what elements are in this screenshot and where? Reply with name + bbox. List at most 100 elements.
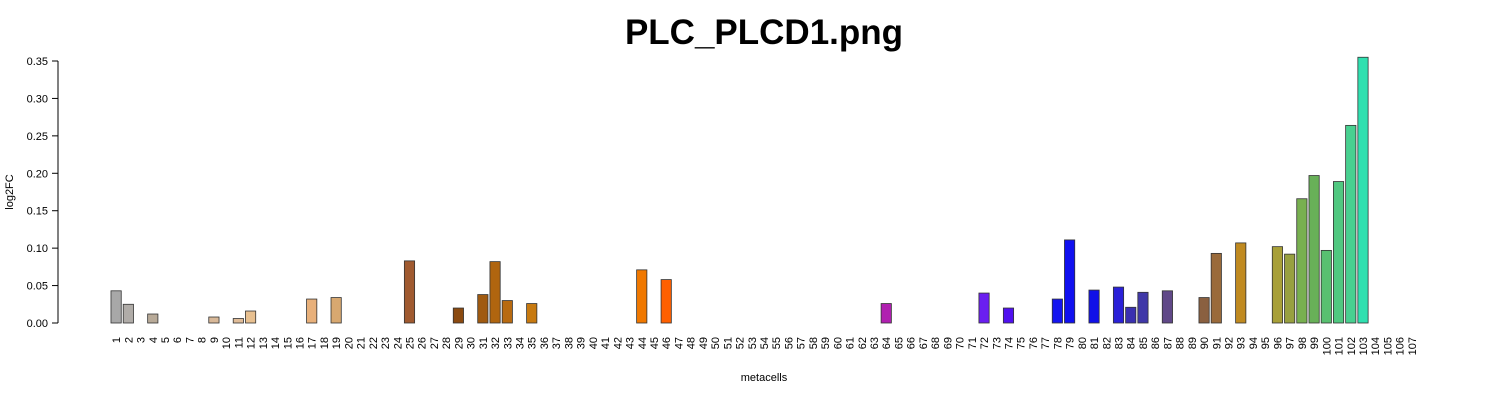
x-tick-label: 62	[857, 337, 869, 349]
bar	[1051, 298, 1063, 324]
x-tick-label: 14	[270, 337, 282, 349]
bar	[1137, 291, 1149, 324]
bar	[501, 300, 513, 324]
bar	[1284, 253, 1296, 324]
x-tick-label: 31	[478, 337, 490, 349]
bar	[636, 269, 648, 324]
bar	[526, 303, 538, 324]
y-tick-label: 0.25	[27, 131, 48, 143]
y-tick-label: 0.15	[27, 206, 48, 218]
x-tick-label: 76	[1028, 337, 1040, 349]
y-tick-label: 0.00	[27, 318, 48, 330]
x-tick-label: 36	[539, 337, 551, 349]
x-tick-label: 10	[221, 337, 233, 349]
x-tick-label: 27	[429, 337, 441, 349]
x-tick-label: 73	[991, 337, 1003, 349]
x-tick-label: 107	[1407, 337, 1419, 355]
x-tick-label: 53	[747, 337, 759, 349]
x-tick-label: 11	[233, 337, 245, 348]
bar	[330, 297, 342, 324]
x-tick-label: 90	[1199, 337, 1211, 349]
x-tick-label: 68	[930, 337, 942, 349]
y-tick-label: 0.10	[27, 243, 48, 255]
x-tick-label: 86	[1150, 337, 1162, 349]
x-tick-label: 80	[1077, 337, 1089, 349]
x-tick-label: 2	[123, 337, 135, 343]
bar	[1320, 249, 1332, 324]
x-tick-label: 72	[979, 337, 991, 349]
x-tick-label: 98	[1297, 337, 1309, 349]
x-tick-label: 103	[1358, 337, 1370, 355]
x-tick-label: 92	[1224, 337, 1236, 349]
x-tick-label: 70	[955, 337, 967, 349]
x-tick-label: 54	[759, 337, 771, 349]
x-tick-label: 3	[136, 337, 148, 343]
x-tick-label: 43	[625, 337, 637, 349]
bar	[1296, 198, 1308, 324]
x-tick-label: 40	[588, 337, 600, 349]
x-tick-label: 44	[637, 337, 649, 349]
x-tick-label: 64	[881, 337, 893, 349]
x-tick-label: 42	[612, 337, 624, 349]
bar	[147, 313, 159, 324]
bar	[1064, 239, 1076, 324]
x-tick-label: 28	[441, 337, 453, 349]
x-tick-label: 33	[502, 337, 514, 349]
x-tick-label: 52	[735, 337, 747, 349]
x-tick-label: 5	[160, 337, 172, 343]
x-tick-label: 59	[820, 337, 832, 349]
y-tick-label: 0.05	[27, 281, 48, 293]
x-tick-label: 51	[722, 337, 734, 349]
x-tick-label: 12	[246, 337, 258, 349]
bar	[1112, 286, 1125, 324]
bar	[1271, 246, 1283, 324]
x-tick-label: 99	[1309, 337, 1321, 349]
x-tick-label: 74	[1003, 337, 1015, 349]
x-tick-label: 34	[515, 337, 527, 349]
x-tick-label: 49	[698, 337, 710, 349]
x-tick-label: 69	[942, 337, 954, 349]
x-tick-label: 105	[1382, 337, 1394, 355]
x-tick-label: 95	[1260, 337, 1272, 349]
x-tick-label: 75	[1016, 337, 1028, 349]
bar	[452, 307, 464, 324]
bar	[110, 290, 122, 324]
bar	[1333, 181, 1345, 324]
x-tick-label: 63	[869, 337, 881, 349]
bar	[245, 310, 257, 324]
x-tick-label: 55	[771, 337, 783, 349]
x-tick-label: 104	[1370, 337, 1382, 355]
x-tick-label: 77	[1040, 337, 1052, 349]
bar	[232, 318, 244, 324]
bar	[1125, 306, 1137, 324]
x-tick-label: 101	[1334, 337, 1346, 355]
x-tick-label: 25	[404, 337, 416, 349]
x-tick-label: 88	[1175, 337, 1187, 349]
bar	[477, 294, 489, 324]
x-tick-label: 16	[294, 337, 306, 349]
x-tick-label: 97	[1285, 337, 1297, 349]
x-tick-label: 66	[906, 337, 918, 349]
x-tick-label: 32	[490, 337, 502, 349]
bar	[122, 303, 134, 324]
x-tick-label: 78	[1052, 337, 1064, 349]
x-tick-label: 81	[1089, 337, 1101, 349]
x-tick-label: 6	[172, 337, 184, 343]
x-tick-label: 56	[783, 337, 795, 349]
x-tick-label: 84	[1126, 337, 1138, 349]
x-tick-label: 13	[258, 337, 270, 349]
bar	[1345, 124, 1357, 324]
bar	[1210, 252, 1222, 324]
x-tick-label: 15	[282, 337, 294, 349]
x-tick-label: 91	[1211, 337, 1223, 349]
x-tick-label: 61	[845, 337, 857, 349]
x-tick-label: 67	[918, 337, 930, 349]
x-tick-label: 38	[563, 337, 575, 349]
x-tick-label: 83	[1114, 337, 1126, 349]
x-tick-label: 50	[710, 337, 722, 349]
x-tick-label: 41	[600, 337, 612, 349]
bar	[208, 316, 220, 324]
bar	[978, 292, 990, 324]
x-tick-label: 7	[184, 337, 196, 343]
